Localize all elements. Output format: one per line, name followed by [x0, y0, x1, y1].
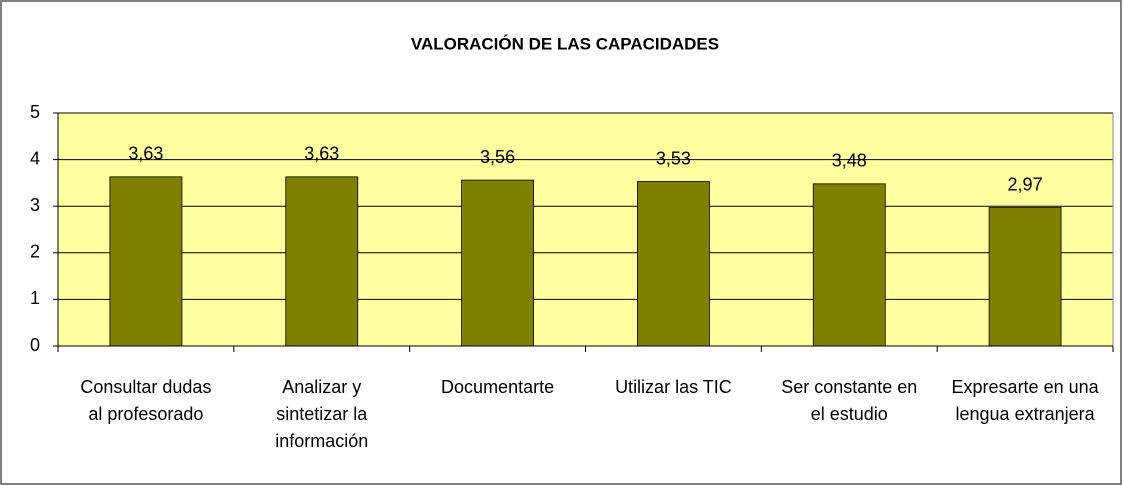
- plot-area: [58, 113, 1113, 346]
- chart-title: VALORACIÓN DE LAS CAPACIDADES: [411, 34, 719, 53]
- bar: [285, 176, 359, 347]
- x-tick-label: Consultar dudas al profesorado: [80, 377, 212, 424]
- bar: [812, 183, 886, 347]
- bar: [637, 181, 710, 347]
- y-tick-label: 3: [30, 195, 40, 215]
- value-label: 2,97: [1008, 174, 1043, 194]
- x-tick-label: Documentarte: [441, 377, 555, 397]
- x-tick-label: Utilizar las TIC: [615, 377, 732, 397]
- x-tick-label: Ser constante en el estudio: [781, 377, 918, 424]
- value-label: 3,56: [480, 147, 515, 167]
- y-tick-label: 1: [30, 288, 40, 308]
- bar: [461, 179, 534, 347]
- bar: [109, 176, 183, 347]
- value-label: 3,48: [832, 151, 867, 171]
- bar: [988, 207, 1062, 347]
- x-tick-label: Expresarte en una lengua extranjera: [951, 377, 1099, 424]
- value-label: 3,53: [656, 148, 691, 168]
- y-tick-label: 4: [30, 148, 40, 168]
- y-tick-label: 2: [30, 242, 40, 262]
- value-label: 3,63: [128, 144, 163, 164]
- x-tick-label: Analizar y sintetizar la información: [275, 377, 369, 451]
- y-tick-label: 0: [30, 335, 40, 355]
- y-tick-label: 5: [30, 102, 40, 122]
- value-label: 3,63: [304, 144, 339, 164]
